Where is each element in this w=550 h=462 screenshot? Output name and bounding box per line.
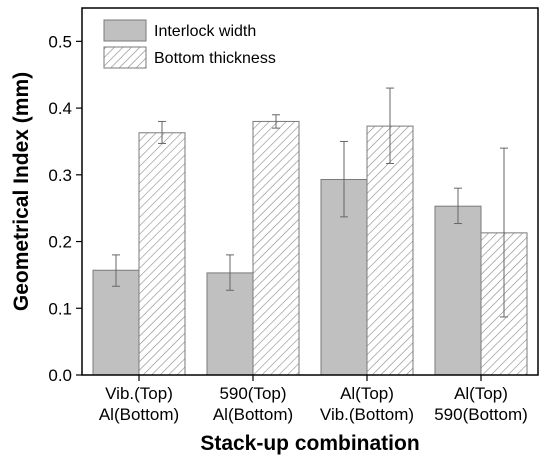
- error-bar-bottom-thickness-2: [386, 87, 394, 164]
- x-category-label: Al(Bottom): [213, 405, 293, 424]
- error-bar-bottom-thickness-3: [500, 147, 508, 318]
- legend-item-interlock-width: Interlock width: [103, 19, 256, 42]
- y-tick-label: 0.0: [48, 366, 72, 385]
- y-tick-label: 0.3: [48, 166, 72, 185]
- error-bar-interlock-width-3: [454, 187, 462, 225]
- x-category-label: Al(Bottom): [99, 405, 179, 424]
- bar-interlock-width-3: [434, 205, 482, 376]
- x-category-label: Vib.(Top): [105, 384, 173, 403]
- y-ticks-layer: 0.0 0.1 0.2 0.3 0.4 0.5: [48, 32, 82, 385]
- bars-layer: [92, 120, 528, 376]
- error-bars-layer: [112, 87, 508, 318]
- x-category-label: Al(Top): [340, 384, 394, 403]
- legend-label: Interlock width: [154, 23, 256, 40]
- x-category-label: Vib.(Bottom): [320, 405, 414, 424]
- legend-label: Bottom thickness: [154, 50, 276, 67]
- plot-frame: [81, 7, 539, 376]
- error-bar-interlock-width-0: [112, 254, 120, 287]
- bar-bottom-thickness-2: [366, 125, 414, 376]
- bar-bottom-thickness-0: [138, 132, 186, 376]
- error-bar-interlock-width-1: [226, 254, 234, 291]
- x-axis-title: Stack-up combination: [200, 432, 419, 455]
- error-bar-bottom-thickness-0: [158, 120, 166, 144]
- x-category-label: Al(Top): [454, 384, 508, 403]
- y-tick-label: 0.5: [48, 32, 72, 51]
- legend: Interlock width Bottom thickness: [103, 19, 276, 69]
- y-tick-label: 0.1: [48, 299, 72, 318]
- error-bar-bottom-thickness-1: [272, 114, 280, 129]
- y-tick-label: 0.4: [48, 99, 72, 118]
- legend-swatch: [103, 19, 147, 42]
- x-category-label: 590(Bottom): [434, 405, 528, 424]
- bar-bottom-thickness-1: [252, 120, 300, 376]
- x-categories-layer: Vib.(Top) Al(Bottom) 590(Top) Al(Bottom) Al(…: [99, 375, 528, 424]
- error-bar-interlock-width-2: [340, 140, 348, 218]
- y-tick-label: 0.2: [48, 233, 72, 252]
- x-category-label: 590(Top): [219, 384, 286, 403]
- bar-interlock-width-0: [92, 269, 140, 376]
- y-axis-title: Geometrical Index (mm): [10, 72, 33, 311]
- legend-item-bottom-thickness: Bottom thickness: [103, 46, 276, 69]
- legend-swatch: [103, 46, 147, 69]
